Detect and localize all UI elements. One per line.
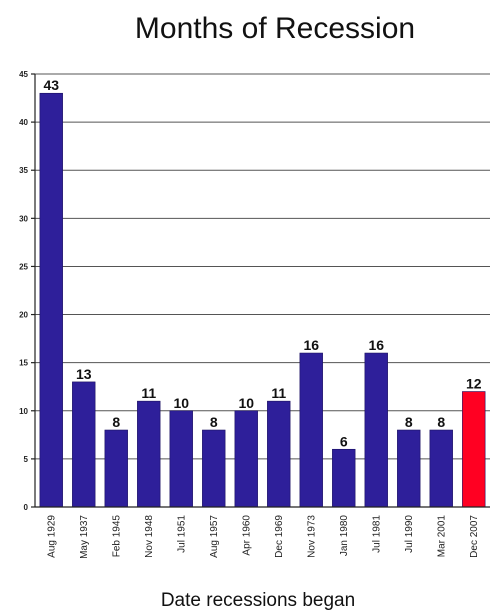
data-label: 10	[173, 395, 189, 411]
bar	[169, 410, 193, 508]
x-tick-label: Feb 1945	[111, 515, 122, 558]
bar	[137, 400, 161, 508]
x-tick-label: Jul 1981	[371, 515, 382, 553]
data-label: 16	[368, 337, 384, 353]
x-tick-label: Jul 1990	[404, 515, 415, 553]
x-tick-label: Dec 2007	[469, 515, 480, 558]
bars	[39, 92, 486, 508]
y-tick-label: 35	[19, 166, 28, 175]
x-tick-label: May 1937	[79, 515, 90, 559]
data-label: 16	[303, 337, 319, 353]
x-tick-label: Nov 1973	[306, 515, 317, 558]
bar	[234, 410, 258, 508]
x-tick-label: Aug 1957	[209, 515, 220, 558]
y-tick-label: 15	[19, 359, 28, 368]
y-tick-label: 25	[19, 262, 28, 271]
bar	[364, 352, 388, 508]
bar	[462, 391, 486, 508]
data-label: 12	[466, 376, 482, 392]
data-label: 8	[405, 414, 413, 430]
bar	[299, 352, 323, 508]
data-label: 11	[271, 385, 286, 401]
x-tick-label: Aug 1929	[46, 515, 57, 558]
y-tick-label: 5	[24, 455, 29, 464]
y-tick-label: 10	[19, 407, 28, 416]
x-tick-label: Jan 1980	[339, 515, 350, 557]
chart-title: Months of Recession	[135, 12, 415, 45]
data-label: 10	[238, 395, 254, 411]
bar	[332, 448, 356, 508]
x-axis-ticks: Aug 1929 May 1937 Feb 1945 Nov 1948 Jul 1951…	[46, 515, 480, 559]
x-tick-label: Dec 1969	[274, 515, 285, 558]
bar	[267, 400, 291, 508]
y-tick-label: 45	[19, 70, 28, 79]
data-label: 8	[210, 414, 218, 430]
x-tick-label: Mar 2001	[436, 515, 447, 558]
data-labels: 43 13 8 11 10 8 10 11 16 6 16 8 8 12	[43, 77, 481, 449]
y-tick-label: 30	[19, 214, 28, 223]
bar	[429, 429, 453, 508]
bar	[202, 429, 226, 508]
data-label: 13	[76, 366, 92, 382]
data-label: 6	[340, 433, 348, 449]
bar	[72, 381, 96, 508]
x-tick-label: Nov 1948	[144, 515, 155, 558]
x-tick-label: Jul 1951	[176, 515, 187, 553]
bar	[104, 429, 128, 508]
x-axis-label: Date recessions began	[161, 590, 355, 611]
x-tick-label: Apr 1960	[241, 515, 252, 556]
data-label: 8	[437, 414, 445, 430]
y-tick-label: 20	[19, 311, 28, 320]
y-axis-ticks: 0 5 10 15 20 25 30 35 40 45	[19, 70, 35, 512]
y-tick-label: 0	[24, 503, 29, 512]
data-label: 43	[43, 77, 59, 93]
data-label: 11	[141, 385, 156, 401]
gridlines	[35, 73, 490, 460]
bar	[39, 92, 63, 508]
data-label: 8	[112, 414, 120, 430]
bar	[397, 429, 421, 508]
y-tick-label: 40	[19, 118, 28, 127]
